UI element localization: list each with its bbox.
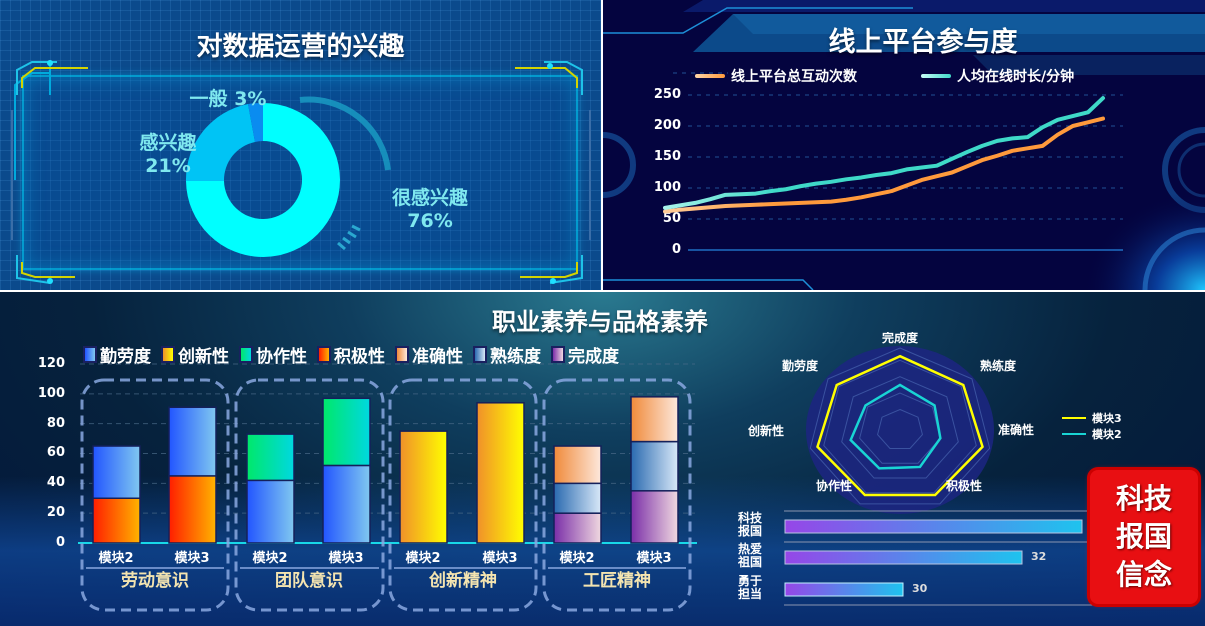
radar-axis-label: 积极性: [946, 478, 982, 493]
module-label: 模块3: [174, 550, 209, 566]
module-label: 模块3: [636, 550, 671, 566]
label-very-interested: 很感兴趣 76%: [391, 187, 468, 232]
line-legend-item-1[interactable]: 线上平台总互动次数: [695, 66, 857, 86]
radar-axis-label: 协作性: [816, 478, 852, 493]
y-tick: 0: [671, 242, 681, 257]
y-tick: 100: [653, 180, 681, 195]
bar-legend-item[interactable]: 创新性: [161, 342, 229, 367]
legend-swatch: [161, 346, 175, 363]
segment-average: [248, 102, 263, 142]
interest-title: 对数据运营的兴趣: [196, 32, 405, 62]
hbar-chart: [784, 510, 1100, 606]
bar-legend-item[interactable]: 积极性: [317, 342, 385, 367]
group-label: 工匠精神: [583, 570, 651, 591]
hbar-value: 32: [1031, 550, 1047, 563]
bar-legend-item[interactable]: 熟练度: [473, 342, 541, 367]
y-tick: 150: [653, 149, 681, 164]
hbar-value: 30: [912, 582, 928, 595]
module-label: 模块3: [328, 550, 363, 566]
group-label: 劳动意识: [121, 570, 189, 591]
y-tick: 250: [653, 87, 681, 102]
y-tick: 50: [662, 211, 681, 226]
legend-swatch: [83, 346, 97, 363]
module-label: 模块2: [405, 550, 440, 566]
radar-legend-item-2[interactable]: 模块2: [1062, 426, 1122, 442]
line-legend-item-2[interactable]: 人均在线时长/分钟: [921, 66, 1074, 86]
y-tick: 120: [37, 356, 65, 371]
radar-axis-label: 勤劳度: [782, 358, 819, 373]
radar-axis-label: 创新性: [747, 423, 784, 438]
legend-swatch: [239, 346, 253, 363]
y-tick: 200: [653, 118, 681, 133]
bar-legend-item[interactable]: 协作性: [239, 342, 307, 367]
bar-legend: 勤劳度 创新性 协作性 积极性 准确性 熟练度 完成度: [83, 342, 619, 367]
legend-swatch: [395, 346, 409, 363]
legend-swatch: [473, 346, 487, 363]
legend-line-cyan: [1062, 433, 1086, 435]
platform-title: 线上平台参与度: [828, 27, 1018, 58]
frame-corner-decor: [11, 60, 591, 284]
platform-line-chart: [663, 72, 1123, 251]
y-tick: 40: [46, 475, 65, 491]
module-label: 模块3: [482, 550, 517, 566]
legend-swatch: [317, 346, 331, 363]
segment-interested: [185, 104, 255, 181]
quality-bar-chart: 模块2 模块3 模块2 模块3 模块2 模块3 模块2 模块3 劳动意识 团队意识 创新精神 工匠精神: [78, 363, 697, 612]
label-interested: 感兴趣 21%: [139, 132, 197, 177]
radar-legend-item-1[interactable]: 模块3: [1062, 410, 1122, 426]
y-tick: 100: [37, 385, 65, 401]
radar-axis-label: 准确性: [998, 422, 1034, 437]
label-average: 一般 3%: [189, 88, 267, 110]
radar-axis-label: 完成度: [882, 332, 919, 345]
y-tick: 80: [46, 415, 65, 431]
interest-donut-chart: [185, 96, 391, 257]
y-tick: 0: [55, 534, 65, 550]
bar-legend-item[interactable]: 完成度: [551, 342, 619, 367]
header-decor: [603, 0, 1205, 290]
y-tick: 60: [46, 445, 65, 461]
platform-panel: 线上平台参与度 线上平台总互动次数 人均在线时长/分钟 250 200 150 …: [603, 0, 1205, 290]
group-label: 创新精神: [428, 570, 497, 591]
segment-very-interested: [186, 103, 340, 257]
hbar-label: 勇于 担当: [737, 574, 762, 601]
quality-title: 职业素养与品格素养: [492, 308, 708, 336]
bar-legend-item[interactable]: 准确性: [395, 342, 463, 367]
legend-line-teal: [921, 74, 951, 78]
legend-line-orange: [695, 74, 725, 78]
y-tick: 20: [46, 505, 65, 520]
hbar-label: 热爱 祖国: [737, 542, 762, 569]
interest-panel: 对数据运营的兴趣: [0, 0, 601, 290]
hbar-label: 科技 报国: [737, 511, 762, 538]
bar-legend-item[interactable]: 勤劳度: [83, 342, 151, 367]
radar-axis-label: 熟练度: [980, 358, 1017, 373]
quality-panel: 职业素养与品格素养 勤劳度 创新性 协作性 积极性 准确性 熟练度 完成度 120 100 80…: [0, 292, 1205, 626]
group-label: 团队意识: [275, 570, 343, 591]
slogan-stamp: 科技 报国 信念: [1090, 470, 1198, 604]
module-label: 模块2: [559, 550, 594, 566]
legend-swatch: [551, 346, 565, 363]
module-label: 模块2: [98, 550, 133, 566]
legend-line-yellow: [1062, 417, 1086, 419]
module-label: 模块2: [252, 550, 287, 566]
